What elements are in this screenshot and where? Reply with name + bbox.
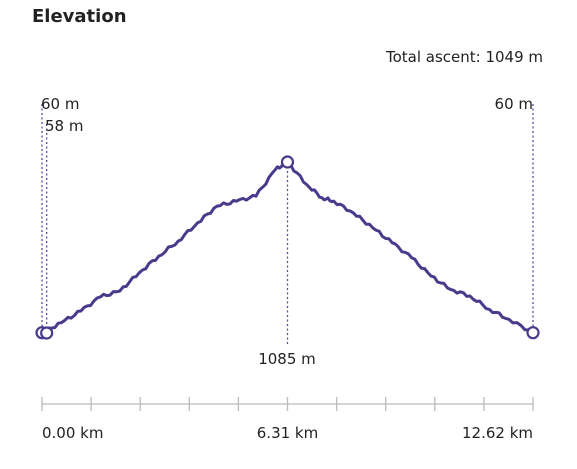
x-tick-label-1: 6.31 km — [257, 424, 318, 442]
marker-point-end — [526, 326, 540, 340]
x-tick-label-2: 12.62 km — [462, 424, 533, 442]
x-tick-label-0: 0.00 km — [42, 424, 103, 442]
panel-title: Elevation — [32, 6, 127, 27]
marker-point-min — [40, 326, 54, 340]
marker-label-start: 60 m — [41, 95, 79, 113]
marker-label-min: 58 m — [45, 117, 83, 135]
total-ascent-label: Total ascent: 1049 m — [385, 48, 543, 66]
marker-label-end: 60 m — [495, 95, 533, 113]
marker-label-max: 1085 m — [258, 350, 316, 368]
marker-point-max — [280, 155, 295, 169]
